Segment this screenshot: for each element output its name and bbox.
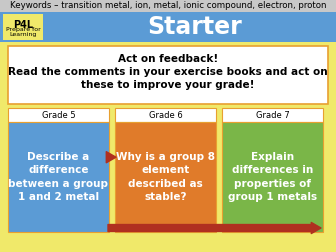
Text: Starter: Starter xyxy=(148,15,242,39)
FancyBboxPatch shape xyxy=(3,14,43,40)
FancyBboxPatch shape xyxy=(222,122,323,232)
Text: Read the comments in your exercise books and act on: Read the comments in your exercise books… xyxy=(8,67,328,77)
FancyBboxPatch shape xyxy=(0,12,336,42)
FancyBboxPatch shape xyxy=(0,0,336,12)
FancyBboxPatch shape xyxy=(222,108,323,122)
Text: Grade 5: Grade 5 xyxy=(42,110,75,119)
Text: Explain
differences in
properties of
group 1 metals: Explain differences in properties of gro… xyxy=(228,152,317,202)
Text: Grade 6: Grade 6 xyxy=(149,110,182,119)
FancyArrowPatch shape xyxy=(108,223,321,234)
Text: Grade 7: Grade 7 xyxy=(256,110,289,119)
FancyBboxPatch shape xyxy=(115,108,216,122)
Text: Prepare for
Learning: Prepare for Learning xyxy=(6,27,40,37)
Text: Act on feedback!: Act on feedback! xyxy=(118,54,218,64)
FancyArrowPatch shape xyxy=(106,152,116,163)
Text: Describe a
difference
between a group
1 and 2 metal: Describe a difference between a group 1 … xyxy=(8,152,109,202)
Text: Keywords – transition metal, ion, metal, ionic compound, electron, proton: Keywords – transition metal, ion, metal,… xyxy=(10,2,326,11)
Text: P4L: P4L xyxy=(13,20,33,30)
FancyBboxPatch shape xyxy=(115,122,216,232)
Text: Why is a group 8
element
described as
stable?: Why is a group 8 element described as st… xyxy=(116,152,215,202)
Text: these to improve your grade!: these to improve your grade! xyxy=(81,80,255,90)
FancyBboxPatch shape xyxy=(8,46,328,104)
FancyBboxPatch shape xyxy=(8,108,109,122)
FancyBboxPatch shape xyxy=(8,122,109,232)
